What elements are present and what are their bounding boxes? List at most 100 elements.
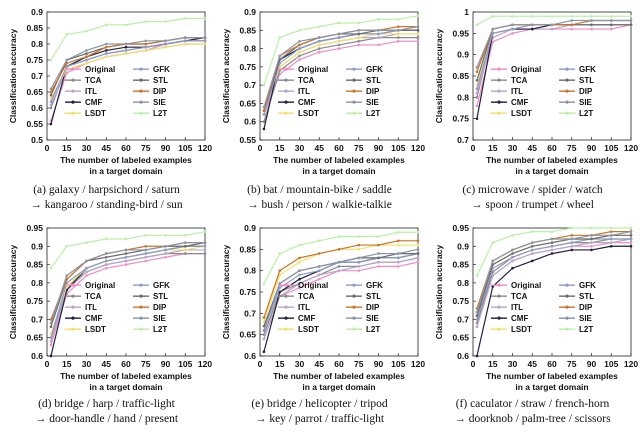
caption-line-1: (a) galaxy / harpsichord / saturn (33, 184, 180, 196)
series-line-stl (476, 24, 631, 81)
legend-marker-sie (565, 100, 569, 104)
chart-panel-5: 0.6 0.65 0.7 0.75 0.8 0.85 0.9 0 15 30 45 60 75 90 105… (221, 223, 425, 392)
data-point-lsdt (357, 36, 361, 39)
y-tick-label: 0.7 (457, 135, 469, 145)
caption-line-1: (e) bridge / helicopter / tripod (251, 398, 388, 410)
data-point-l2t (475, 274, 479, 277)
data-point-sie (590, 19, 593, 22)
chart-caption-2: (b) bat / mountain-bike / saddle → bush /… (213, 183, 426, 213)
y-tick-label: 0.95 (452, 28, 469, 38)
legend-marker-sie (565, 316, 569, 320)
legend-marker-tca (497, 294, 501, 298)
x-tick-label: 90 (587, 359, 597, 369)
data-point-l2t (570, 226, 574, 230)
legend-marker-lsdt (497, 111, 501, 115)
data-point-l2t (104, 23, 108, 27)
x-tick-label: 15 (62, 359, 72, 369)
x-tick-label: 105 (391, 143, 405, 153)
data-point-itl (570, 244, 574, 248)
data-point-sie (550, 23, 554, 27)
data-point-dip (49, 90, 53, 94)
data-point-gfk (475, 87, 479, 91)
data-point-original (298, 286, 301, 290)
y-axis-label: Classification accuracy (8, 244, 18, 339)
y-tick-label: 0.9 (457, 241, 469, 251)
data-point-itl (203, 248, 207, 252)
legend-entry-sie: SIE (579, 98, 593, 107)
series-line-tca (50, 40, 205, 109)
legend-marker-itl (284, 305, 288, 309)
data-point-gfk (85, 58, 88, 62)
data-point-l2t (298, 28, 301, 32)
legend-marker-original (497, 283, 501, 287)
x-axis-label-line2: in a target domain (302, 382, 375, 392)
data-point-stl (183, 244, 187, 248)
data-point-l2t (278, 252, 282, 255)
data-point-l2t (570, 14, 574, 18)
plot-frame (472, 11, 632, 141)
legend-entry-stl: STL (366, 292, 381, 301)
caption-line-1: (d) bridge / harp / traffic-light (38, 398, 175, 410)
data-point-sie (609, 19, 613, 22)
series-line-stl (263, 253, 418, 327)
data-point-gfk (124, 49, 128, 52)
data-point-l2t (416, 230, 420, 234)
data-point-stl (49, 93, 53, 97)
legend-marker-tca (284, 294, 288, 298)
data-point-lsdt (183, 248, 187, 252)
x-tick-label: 90 (374, 359, 384, 369)
legend: Original GFK TCA STL ITL DIP CMF SIE LSDT L2T (278, 281, 383, 334)
x-tick-label: 45 (528, 359, 538, 369)
data-point-l2t (144, 234, 148, 237)
data-point-itl (298, 282, 301, 285)
legend-marker-dip (139, 305, 143, 309)
legend-entry-dip: DIP (366, 303, 380, 312)
y-tick-label: 0.65 (239, 98, 256, 108)
series-line-cmf (263, 253, 419, 352)
legend-marker-tca (71, 78, 75, 82)
data-point-original (337, 47, 341, 50)
legend-entry-stl: STL (579, 292, 594, 301)
data-point-gfk (298, 273, 301, 277)
data-point-stl (609, 23, 613, 27)
data-point-l2t (203, 230, 207, 233)
data-point-l2t (396, 18, 400, 21)
legend-marker-cmf (71, 316, 75, 320)
x-tick-label: 120 (411, 359, 425, 369)
x-tick-label: 30 (508, 359, 518, 369)
data-point-original (416, 260, 420, 264)
data-point-original (396, 39, 400, 43)
x-axis-label-line1: The number of labeled examples (486, 155, 618, 165)
legend-entry-dip: DIP (579, 87, 593, 96)
data-point-dip (570, 23, 574, 27)
data-point-l2t (124, 23, 128, 27)
x-tick-label: 0 (45, 143, 50, 153)
y-axis-label: Classification accuracy (221, 244, 231, 339)
data-point-cmf (262, 350, 266, 354)
y-tick-label: 0.65 (452, 333, 469, 343)
y-tick-label: 0.55 (26, 119, 43, 129)
data-point-original (590, 244, 593, 248)
legend-entry-lsdt: LSDT (298, 325, 319, 334)
y-tick-label: 0.8 (244, 44, 256, 54)
x-axis-label-line1: The number of labeled examples (486, 371, 618, 381)
data-point-lsdt (337, 39, 341, 43)
legend-entry-l2t: L2T (366, 109, 380, 118)
series-line-itl (476, 24, 631, 94)
caption-line-1: (c) microwave / spider / watch (462, 184, 603, 196)
y-tick-label: 0.7 (244, 80, 256, 90)
plot-frame (259, 227, 419, 357)
data-point-sie (475, 66, 479, 69)
data-point-stl (475, 78, 479, 82)
series-line-itl (263, 33, 418, 111)
data-point-gfk (104, 259, 108, 263)
data-point-dip (65, 61, 69, 65)
data-point-sie (85, 49, 88, 52)
data-point-sie (104, 42, 108, 46)
data-point-dip (144, 42, 148, 46)
data-point-gfk (377, 32, 380, 36)
x-tick-label: 120 (411, 143, 425, 153)
data-point-dip (475, 70, 479, 74)
y-tick-label: 0.8 (31, 39, 43, 49)
legend-entry-original: Original (298, 65, 328, 74)
